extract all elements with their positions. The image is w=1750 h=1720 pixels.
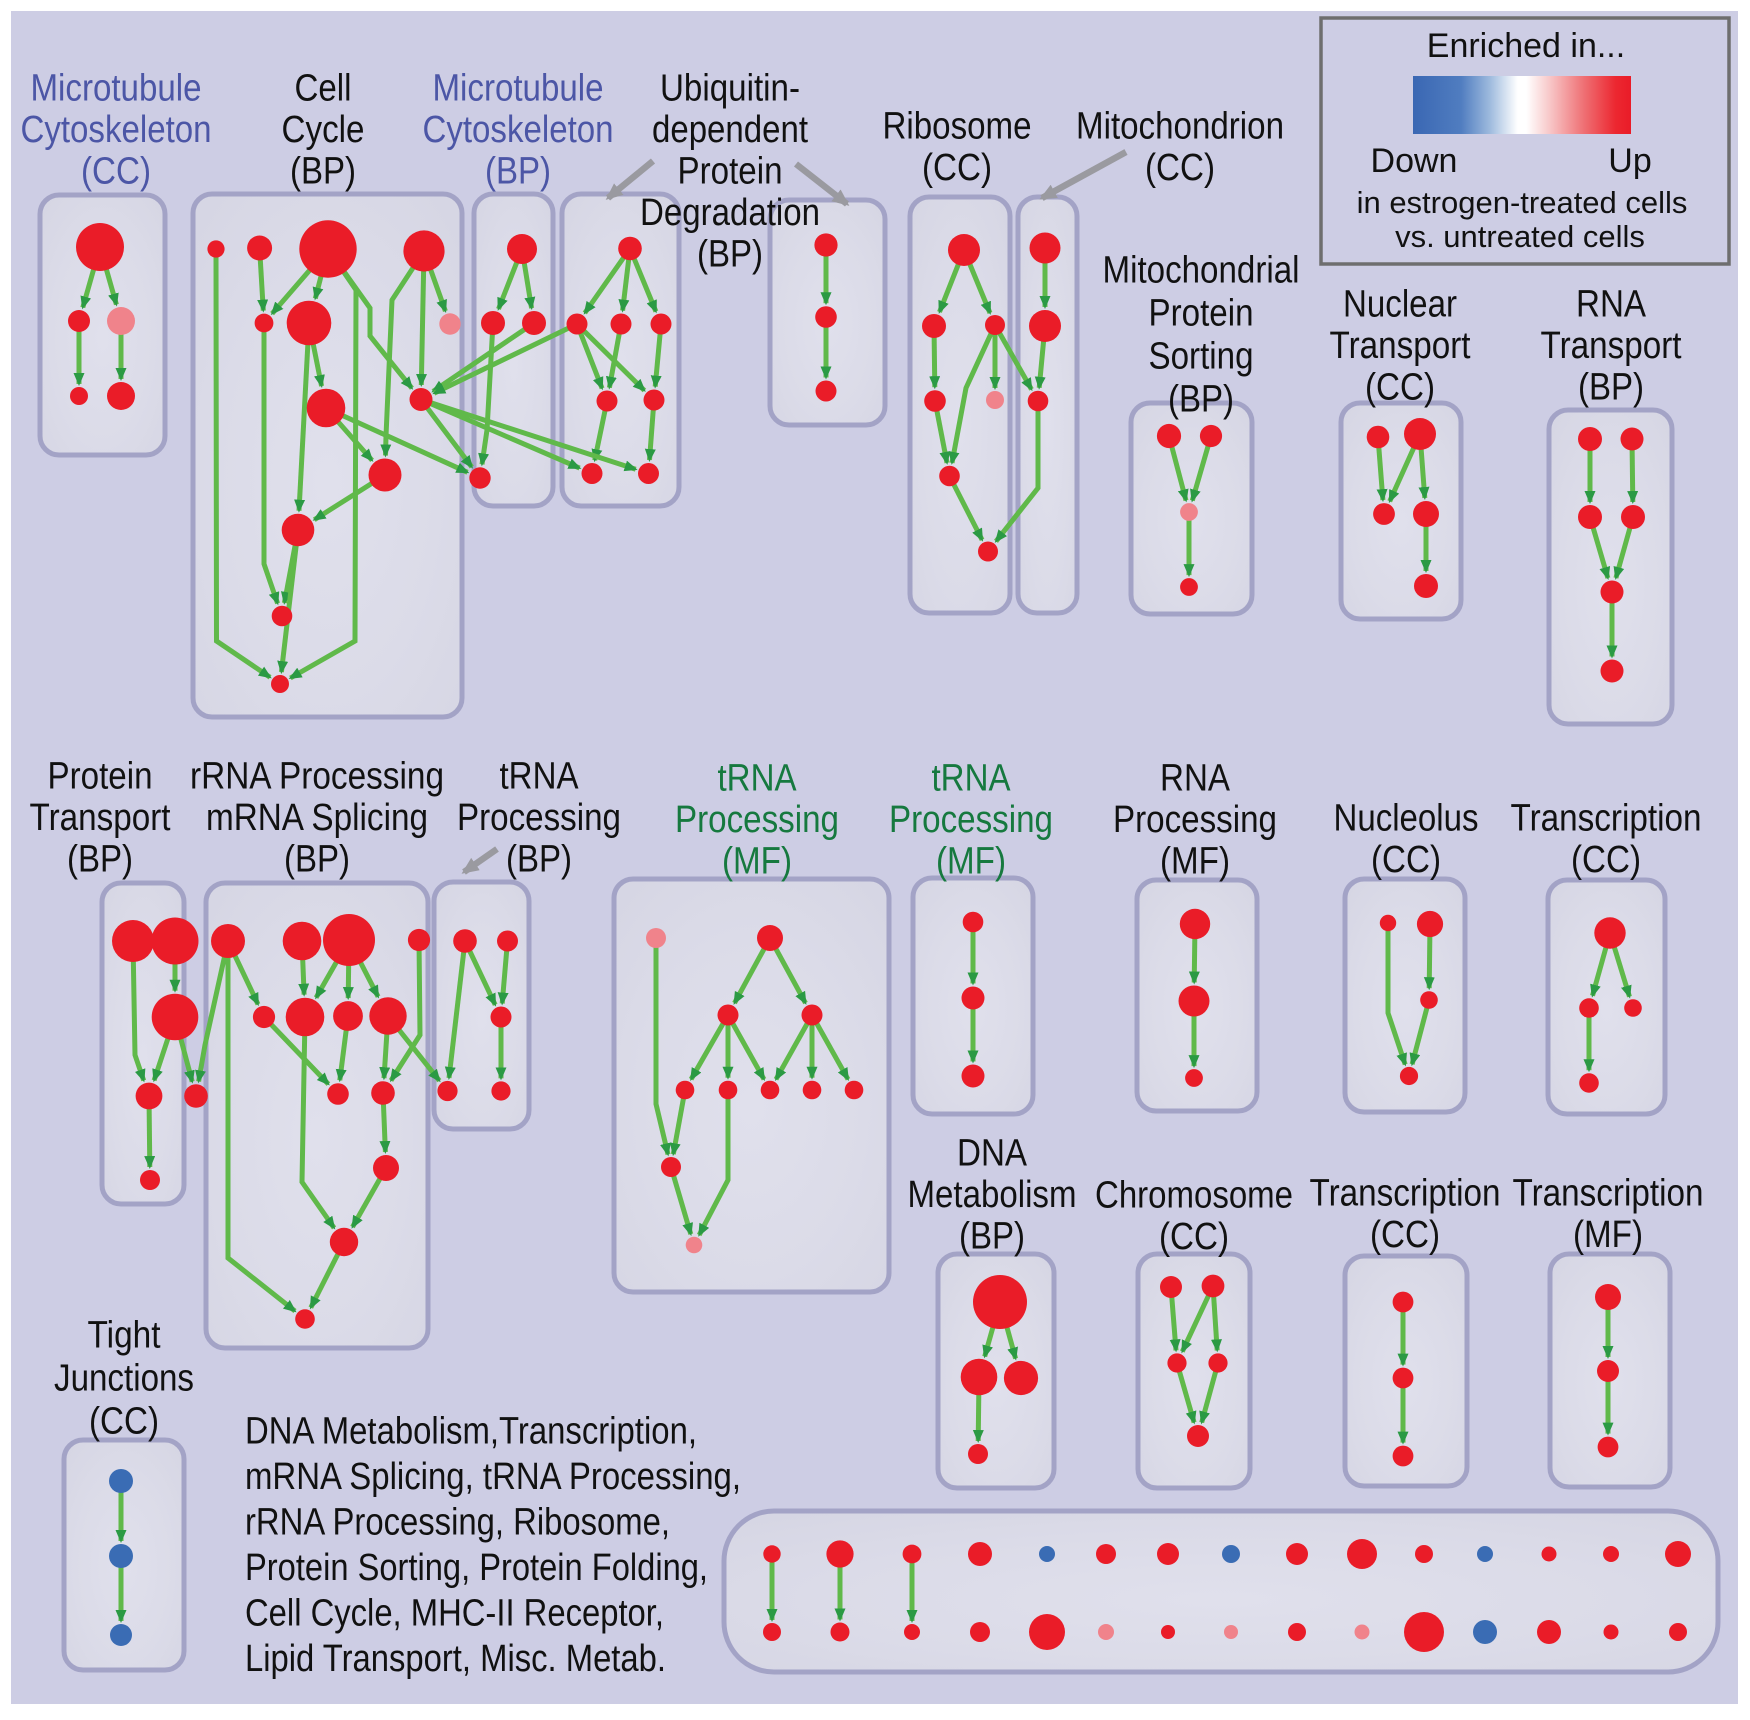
svg-text:(CC): (CC) (1371, 839, 1441, 881)
svg-text:RNA: RNA (1576, 284, 1647, 326)
svg-text:Protein: Protein (678, 151, 783, 193)
svg-text:DNA: DNA (957, 1133, 1028, 1175)
svg-text:Ribosome: Ribosome (883, 106, 1032, 148)
svg-text:(CC): (CC) (89, 1401, 159, 1443)
svg-text:Processing: Processing (675, 799, 839, 841)
svg-text:dependent: dependent (652, 109, 808, 151)
svg-text:(CC): (CC) (81, 151, 151, 193)
svg-text:Cycle: Cycle (282, 109, 365, 151)
svg-text:Metabolism: Metabolism (908, 1174, 1077, 1216)
svg-text:Transcription: Transcription (1513, 1173, 1704, 1215)
svg-text:rRNA Processing: rRNA Processing (190, 756, 444, 798)
svg-text:mRNA Splicing: mRNA Splicing (206, 797, 428, 839)
svg-text:Down: Down (1371, 142, 1458, 180)
svg-text:Ubiquitin-: Ubiquitin- (660, 68, 800, 110)
svg-text:Protein: Protein (48, 756, 153, 798)
svg-text:(CC): (CC) (1365, 367, 1435, 409)
svg-text:Junctions: Junctions (54, 1358, 194, 1400)
svg-text:(MF): (MF) (1573, 1214, 1643, 1256)
svg-text:tRNA: tRNA (500, 756, 580, 798)
svg-text:Cytoskeleton: Cytoskeleton (21, 109, 212, 151)
svg-text:Transport: Transport (30, 797, 171, 839)
svg-text:tRNA: tRNA (932, 758, 1012, 800)
svg-text:(MF): (MF) (936, 841, 1006, 883)
svg-text:rRNA Processing, Ribosome,: rRNA Processing, Ribosome, (245, 1502, 670, 1544)
svg-text:Protein: Protein (1149, 293, 1254, 335)
svg-text:(CC): (CC) (1159, 1216, 1229, 1258)
svg-text:Nuclear: Nuclear (1343, 284, 1457, 326)
svg-text:Processing: Processing (457, 797, 621, 839)
svg-text:Tight: Tight (88, 1315, 161, 1357)
svg-text:(BP): (BP) (290, 151, 356, 193)
svg-text:(BP): (BP) (1168, 379, 1234, 421)
svg-text:Transport: Transport (1541, 325, 1682, 367)
svg-text:(BP): (BP) (1578, 367, 1644, 409)
svg-text:RNA: RNA (1160, 758, 1231, 800)
svg-text:Up: Up (1608, 142, 1651, 180)
svg-text:(BP): (BP) (284, 839, 350, 881)
svg-text:Transport: Transport (1330, 325, 1471, 367)
svg-text:vs. untreated cells: vs. untreated cells (1395, 219, 1645, 254)
svg-text:Microtubule: Microtubule (31, 68, 202, 110)
svg-text:(CC): (CC) (1370, 1214, 1440, 1256)
svg-text:mRNA Splicing, tRNA Processing: mRNA Splicing, tRNA Processing, (245, 1456, 741, 1498)
svg-text:Processing: Processing (1113, 799, 1277, 841)
svg-text:(CC): (CC) (1145, 147, 1215, 189)
svg-text:(BP): (BP) (485, 151, 551, 193)
svg-text:tRNA: tRNA (718, 758, 798, 800)
svg-text:Chromosome: Chromosome (1095, 1175, 1293, 1217)
svg-text:Cytoskeleton: Cytoskeleton (423, 109, 614, 151)
svg-text:Transcription: Transcription (1310, 1173, 1501, 1215)
svg-text:(BP): (BP) (697, 234, 763, 276)
svg-text:(BP): (BP) (959, 1216, 1025, 1258)
svg-text:Processing: Processing (889, 799, 1053, 841)
svg-text:Transcription: Transcription (1511, 798, 1702, 840)
svg-text:Degradation: Degradation (640, 192, 820, 234)
svg-text:Mitochondrial: Mitochondrial (1103, 250, 1300, 292)
svg-text:Lipid Transport, Misc. Metab.: Lipid Transport, Misc. Metab. (245, 1638, 666, 1680)
svg-text:in estrogen-treated cells: in estrogen-treated cells (1357, 185, 1688, 220)
svg-text:(BP): (BP) (506, 839, 572, 881)
svg-text:Cell Cycle, MHC-II Receptor,: Cell Cycle, MHC-II Receptor, (245, 1593, 664, 1635)
svg-text:Enriched in...: Enriched in... (1427, 27, 1625, 65)
svg-text:(CC): (CC) (1571, 839, 1641, 881)
svg-text:Protein Sorting, Protein Foldi: Protein Sorting, Protein Folding, (245, 1547, 708, 1589)
svg-text:(MF): (MF) (722, 841, 792, 883)
svg-text:Microtubule: Microtubule (433, 68, 604, 110)
svg-text:Sorting: Sorting (1149, 336, 1254, 378)
svg-text:(CC): (CC) (922, 147, 992, 189)
svg-text:Mitochondrion: Mitochondrion (1076, 106, 1284, 148)
svg-text:(MF): (MF) (1160, 841, 1230, 883)
svg-text:DNA Metabolism,Transcription,: DNA Metabolism,Transcription, (245, 1411, 697, 1453)
svg-text:(BP): (BP) (67, 839, 133, 881)
svg-text:Cell: Cell (295, 68, 352, 110)
svg-text:Nucleolus: Nucleolus (1334, 798, 1479, 840)
